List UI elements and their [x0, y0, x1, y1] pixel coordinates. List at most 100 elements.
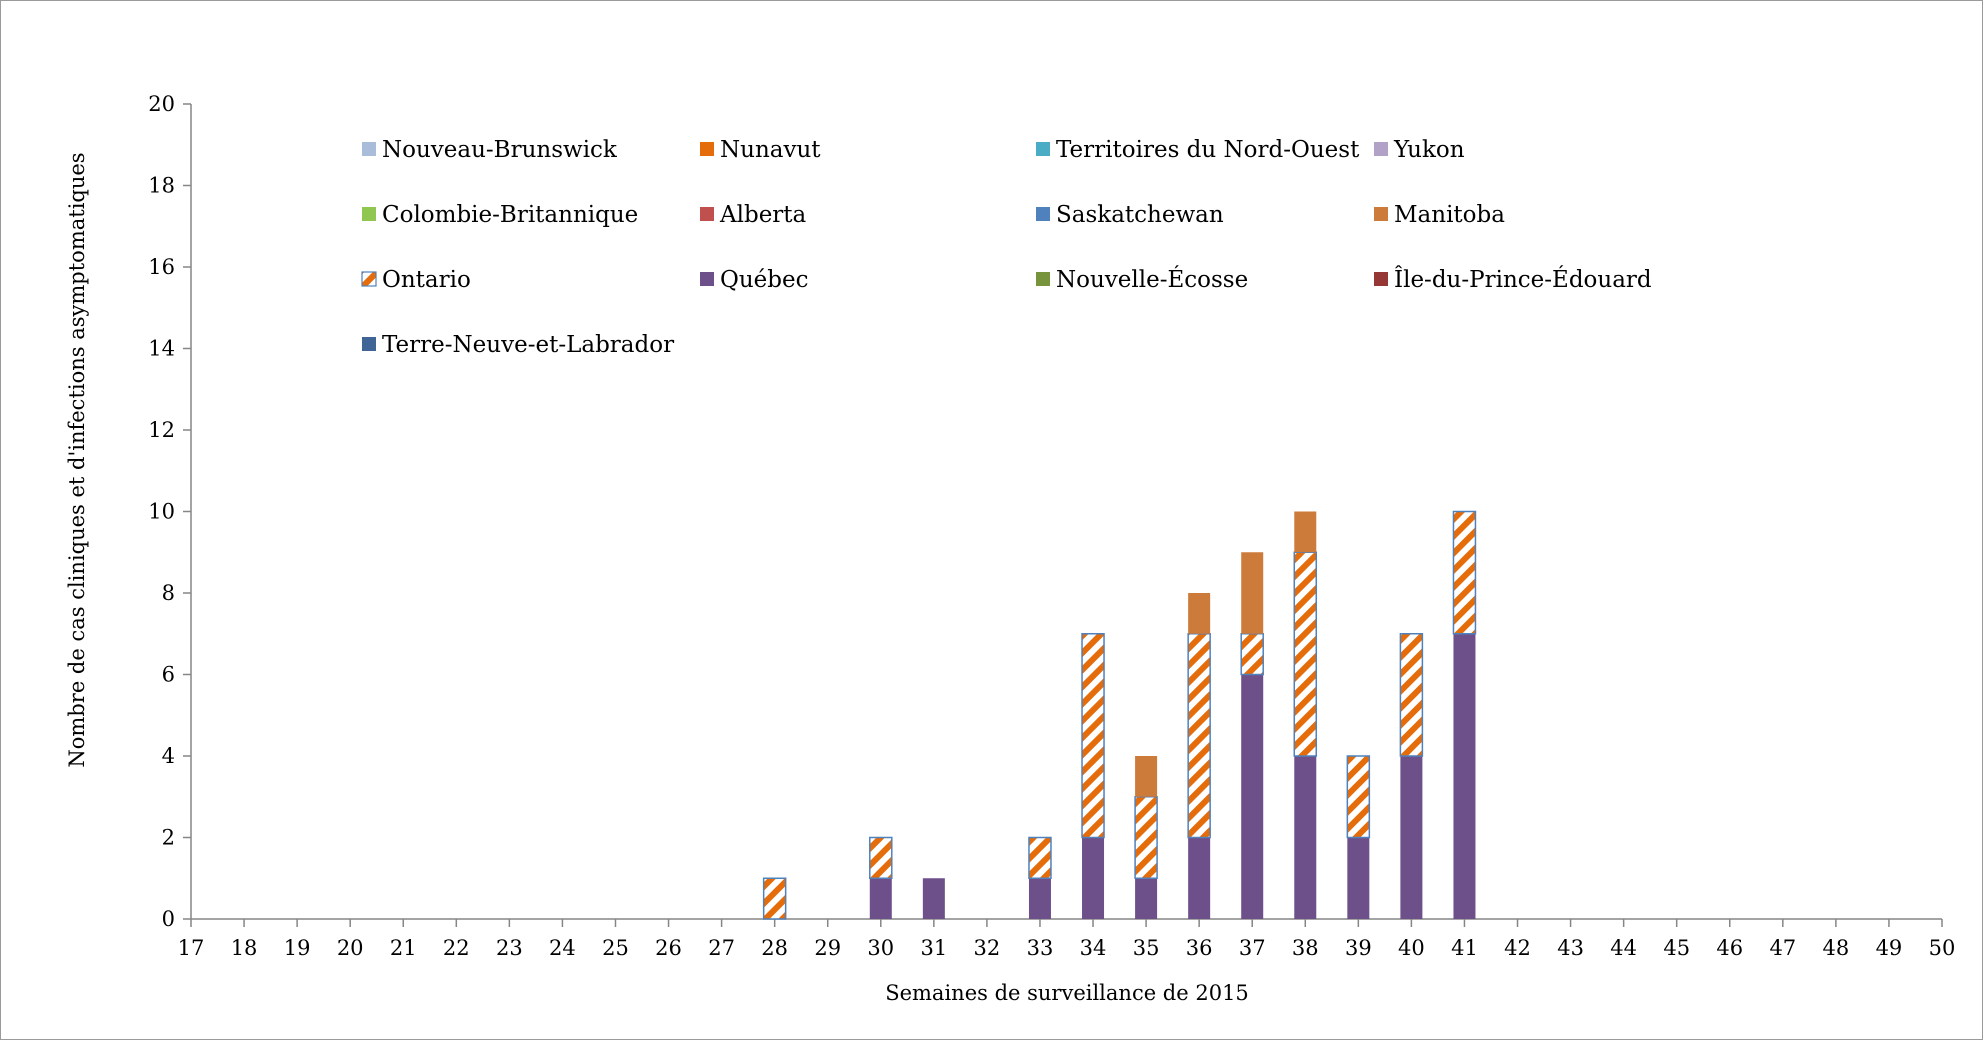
x-tick-label: 17	[178, 936, 205, 960]
bar-ontario-week-36	[1187, 633, 1211, 839]
y-tick-label: 12	[148, 418, 175, 442]
legend-item-quebec: Québec	[700, 267, 809, 293]
y-tick-label: 16	[148, 255, 175, 279]
x-axis-title: Semaines de surveillance de 2015	[885, 981, 1249, 1005]
bar-qu-bec-week-38	[1294, 756, 1317, 919]
x-tick-label: 40	[1398, 936, 1425, 960]
x-tick-label: 31	[920, 936, 947, 960]
x-tick-label: 23	[496, 936, 523, 960]
legend-swatch	[362, 337, 376, 351]
legend-swatch	[362, 207, 376, 221]
bar-ontario-week-28	[762, 877, 787, 920]
x-tick-label: 29	[814, 936, 841, 960]
x-tick-label: 42	[1504, 936, 1531, 960]
legend-label: Territoires du Nord-Ouest	[1056, 137, 1360, 163]
legend-label: Terre-Neuve-et-Labrador	[382, 332, 674, 358]
x-tick-label: 28	[761, 936, 788, 960]
legend-item-ile-du-prince-edouard: Île-du-Prince-Édouard	[1374, 266, 1652, 293]
x-tick-label: 37	[1239, 936, 1266, 960]
x-tick-label: 27	[708, 936, 735, 960]
x-tick-label: 32	[974, 936, 1001, 960]
legend-swatch	[362, 142, 376, 156]
legend-label: Nouvelle-Écosse	[1056, 266, 1248, 293]
legend-item-nouveau-brunswick: Nouveau-Brunswick	[362, 137, 618, 163]
y-tick-label: 14	[148, 337, 175, 361]
x-tick-label: 24	[549, 936, 576, 960]
bars	[762, 510, 1477, 920]
bar-ontario-week-37	[1240, 633, 1264, 676]
x-tick-label: 46	[1716, 936, 1743, 960]
bar-manitoba-week-35	[1135, 756, 1158, 797]
x-tick-label: 45	[1663, 936, 1690, 960]
bar-ontario-week-35	[1134, 796, 1158, 879]
x-tick-label: 18	[231, 936, 258, 960]
x-tick-label: 39	[1345, 936, 1372, 960]
legend-label: Île-du-Prince-Édouard	[1394, 266, 1652, 293]
legend-item-nunavut: Nunavut	[700, 137, 821, 163]
legend-item-colombie-britannique: Colombie-Britannique	[362, 202, 638, 228]
y-tick-label: 18	[148, 174, 175, 198]
x-tick-label: 19	[284, 936, 311, 960]
x-tick-label: 22	[443, 936, 470, 960]
bar-ontario-week-39	[1346, 755, 1371, 839]
y-axis-title: Nombre de cas cliniques et d'infections …	[65, 152, 89, 767]
bar-ontario-week-30	[869, 836, 893, 879]
bar-qu-bec-week-34	[1082, 837, 1105, 919]
y-tick-label: 2	[162, 826, 175, 850]
legend-swatch	[700, 207, 714, 221]
legend-label: Colombie-Britannique	[382, 202, 638, 228]
bar-ontario-week-33	[1028, 836, 1052, 879]
x-tick-label: 30	[867, 936, 894, 960]
x-tick-label: 41	[1451, 936, 1478, 960]
bar-qu-bec-week-39	[1347, 837, 1370, 919]
legend-swatch	[1374, 142, 1388, 156]
y-tick-label: 0	[162, 907, 175, 931]
x-tick-label: 26	[655, 936, 682, 960]
legend-swatch	[1374, 272, 1388, 286]
x-tick-label: 44	[1610, 936, 1637, 960]
legend-swatch	[1374, 207, 1388, 221]
x-tick-label: 34	[1080, 936, 1107, 960]
bar-qu-bec-week-40	[1400, 756, 1423, 919]
x-tick-label: 43	[1557, 936, 1584, 960]
bar-qu-bec-week-35	[1135, 878, 1158, 919]
x-tick-label: 49	[1876, 936, 1903, 960]
legend-item-manitoba: Manitoba	[1374, 202, 1505, 228]
x-tick-label: 50	[1929, 936, 1956, 960]
legend-item-saskatchewan: Saskatchewan	[1036, 202, 1224, 228]
bar-qu-bec-week-41	[1453, 633, 1476, 919]
legend: Nouveau-Brunswick Nunavut Territoires du N…	[361, 137, 1652, 358]
bar-manitoba-week-38	[1294, 511, 1317, 553]
x-tick-label: 47	[1769, 936, 1796, 960]
x-tick-label: 25	[602, 936, 629, 960]
legend-item-alberta: Alberta	[700, 202, 807, 228]
legend-item-ontario: Ontario	[361, 267, 471, 293]
x-tick-label: 35	[1133, 936, 1160, 960]
legend-label: Manitoba	[1394, 202, 1505, 228]
legend-item-terre-neuve-et-labrador: Terre-Neuve-et-Labrador	[362, 332, 674, 358]
legend-item-territoires-du-nord-ouest: Territoires du Nord-Ouest	[1036, 137, 1360, 163]
x-tick-label: 33	[1027, 936, 1054, 960]
bar-ontario-week-38	[1293, 551, 1318, 757]
bar-qu-bec-week-33	[1028, 878, 1051, 919]
x-tick-label: 36	[1186, 936, 1213, 960]
legend-label: Saskatchewan	[1056, 202, 1224, 228]
x-tick-label: 38	[1292, 936, 1319, 960]
legend-swatch	[1036, 272, 1050, 286]
y-tick-label: 6	[162, 663, 175, 687]
legend-swatch	[1036, 142, 1050, 156]
legend-swatch	[700, 142, 714, 156]
bar-ontario-week-40	[1399, 633, 1424, 757]
legend-label: Nouveau-Brunswick	[382, 137, 618, 163]
bar-qu-bec-week-36	[1188, 837, 1211, 919]
legend-item-yukon: Yukon	[1374, 137, 1465, 163]
y-tick-label: 20	[148, 92, 175, 116]
y-tick-label: 8	[162, 581, 175, 605]
x-tick-label: 20	[337, 936, 364, 960]
y-tick-label: 4	[162, 744, 175, 768]
bar-ontario-week-41	[1452, 510, 1477, 635]
x-tick-label: 21	[390, 936, 417, 960]
